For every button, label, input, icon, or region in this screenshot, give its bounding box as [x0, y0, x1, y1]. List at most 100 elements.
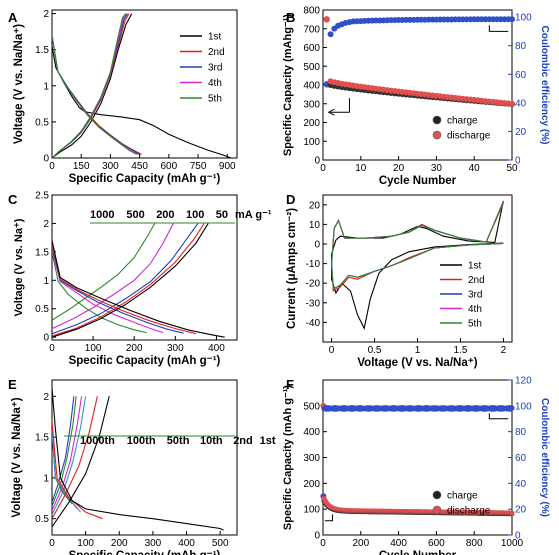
- y-tick-label: 2.5: [35, 191, 49, 202]
- x-tick-label: 100: [85, 343, 102, 354]
- arrowhead-left: [327, 108, 335, 116]
- x-tick-label: 0: [320, 163, 326, 174]
- y-tick-label: 700: [303, 24, 320, 35]
- legend-marker: [432, 115, 442, 125]
- y-tick-label: 400: [303, 81, 320, 92]
- legend-marker: [432, 490, 442, 500]
- y-tick-label: 1: [43, 473, 49, 484]
- data-point-discharge: [323, 16, 330, 23]
- x-tick-label: 0: [49, 161, 55, 172]
- y2-axis-title: Coulombic efficiency (%): [539, 26, 550, 145]
- y2-tick-label: 60: [515, 453, 527, 464]
- x-axis-title: Voltage (V vs. Na/Na⁺): [357, 357, 477, 369]
- x-tick-label: 300: [145, 538, 162, 549]
- y-tick-label: 20: [309, 200, 321, 211]
- series-line-2nd-discharge: [52, 420, 103, 520]
- panel-label: D: [286, 192, 295, 207]
- y-tick-label: 1.5: [35, 433, 49, 444]
- panel-label: E: [8, 377, 17, 392]
- y-tick-label: -10: [306, 259, 321, 270]
- x-tick-label: 30: [431, 163, 443, 174]
- y2-tick-label: 120: [515, 376, 532, 387]
- series-layer: [331, 200, 504, 330]
- series-line-1000th-charge: [52, 396, 75, 503]
- series-line-1000-charge: [52, 223, 156, 321]
- x-axis-title: Cycle Number: [379, 550, 457, 555]
- y-tick-label: 400: [303, 427, 320, 438]
- y-axis-title: Specific Capacity (mAhg⁻¹): [282, 14, 294, 156]
- legend-marker: [432, 505, 442, 515]
- arrow-left: [330, 98, 350, 113]
- legend-label: discharge: [447, 131, 491, 142]
- y2-tick-label: 20: [515, 505, 527, 516]
- y-tick-label: 0.5: [35, 117, 49, 128]
- chart-panel-F: 0 200 400 600 800 100001002003004005000204060…: [282, 376, 550, 555]
- series-line-500-charge: [52, 223, 174, 330]
- series-line-5th: [331, 202, 504, 291]
- data-point-discharge: [509, 100, 515, 107]
- legend-label: 3rd: [468, 290, 482, 301]
- y-tick-label: 2: [43, 392, 49, 403]
- y-tick-label: -30: [306, 298, 321, 309]
- legend-label: 5th: [208, 94, 222, 105]
- chart-panel-A: 0 150 300 450 600 750 900 0 0.5 1 1.5 2 Specific Cap…: [8, 9, 238, 185]
- y-tick-label: 300: [303, 99, 320, 110]
- x-tick-label: 20: [393, 163, 405, 174]
- series-layer: [52, 13, 232, 158]
- y2-tick-label: 0: [515, 156, 521, 167]
- legend-label: 4th: [468, 304, 482, 315]
- legend-label: charge: [447, 116, 478, 127]
- legend-label: 2nd: [233, 435, 253, 447]
- x-tick-label: 500: [212, 538, 229, 549]
- y-tick-label: 0: [43, 333, 49, 344]
- series-line-2nd-discharge: [52, 35, 142, 155]
- panel-label: B: [286, 10, 295, 25]
- y2-tick-label: 40: [515, 479, 527, 490]
- series-layer: [52, 388, 224, 531]
- y-tick-label: 1: [43, 81, 49, 92]
- y-tick-label: 2: [43, 9, 49, 20]
- series-line-500-discharge: [52, 248, 164, 334]
- x-tick-label: 0: [49, 343, 55, 354]
- x-tick-label: 1.5: [454, 345, 468, 356]
- y2-tick-label: 100: [515, 401, 532, 412]
- x-tick-label: 600: [428, 538, 445, 549]
- legend-label: charge: [447, 491, 478, 502]
- plot-frame: [51, 9, 238, 159]
- y-tick-label: -40: [306, 318, 321, 329]
- series-line-200-discharge: [52, 246, 184, 334]
- chart-panel-E: 0 100 200 300 400 500 0.5 1 1.5 2 Specific Capacit…: [8, 377, 276, 555]
- x-tick-label: 0: [49, 538, 55, 549]
- legend-label: 50th: [167, 435, 190, 447]
- y-tick-label: -20: [306, 279, 321, 290]
- x-tick-label: 200: [111, 538, 128, 549]
- plot-frame: [51, 379, 238, 536]
- y-tick-label: 1: [43, 276, 49, 287]
- x-tick-label: 300: [102, 161, 119, 172]
- panel-label: F: [286, 377, 294, 392]
- data-point-ce: [327, 31, 334, 38]
- legend-label: 500: [126, 209, 144, 221]
- plot-frame: [322, 194, 513, 343]
- data-point-discharge: [509, 510, 515, 516]
- y-tick-label: 1.5: [35, 247, 49, 258]
- series-line-50-discharge: [52, 240, 225, 338]
- legend-label: 10th: [200, 435, 223, 447]
- arrow-right: [488, 413, 509, 420]
- series-line-1000-discharge: [52, 251, 147, 334]
- x-tick-label: 2: [501, 345, 507, 356]
- x-axis-title: Specific Capacity (mAh g⁻¹): [69, 550, 221, 555]
- series-line-10th-discharge: [52, 428, 82, 513]
- y-axis-title: Voltage (V vs. Na/Na⁺): [13, 24, 25, 144]
- y-tick-label: 1.5: [35, 45, 49, 56]
- x-tick-label: 200: [352, 538, 369, 549]
- series-line-1st-charge: [52, 396, 110, 528]
- legend-label: 2nd: [468, 275, 485, 286]
- arrow-right: [488, 25, 509, 32]
- panel-label: A: [8, 10, 18, 25]
- y-axis-title: Voltage (V vs. Na/Na⁺): [11, 397, 23, 517]
- x-tick-label: 0: [329, 345, 335, 356]
- panel-label: C: [8, 192, 18, 207]
- x-tick-label: 800: [466, 538, 483, 549]
